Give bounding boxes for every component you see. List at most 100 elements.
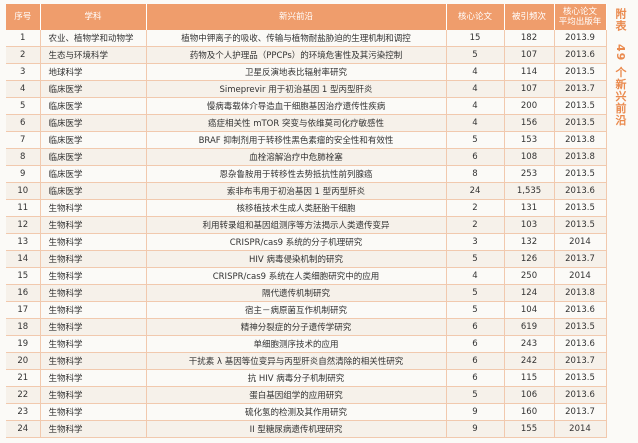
table-cell: 2013.9 xyxy=(554,30,607,47)
table-cell: BRAF 抑制剂用于转移性黑色素瘤的安全性和有效性 xyxy=(146,131,447,149)
table-row: 14 生物科学 HIV 病毒侵染机制的研究 5 126 2013.7 xyxy=(6,250,607,268)
table-cell: 药物及个人护理品（PPCPs）的环境危害性及其污染控制 xyxy=(146,46,447,64)
table-cell: 21 xyxy=(6,369,41,387)
table-cell: 2013.5 xyxy=(554,318,607,336)
table-cell: 24 xyxy=(446,182,505,200)
table-cell: 250 xyxy=(504,267,555,285)
table-cell: 生态与环境科学 xyxy=(40,46,147,64)
table-cell: 蛋白基因组学的应用研究 xyxy=(146,386,447,404)
table-cell: 2013.7 xyxy=(554,80,607,98)
table-cell: 242 xyxy=(504,352,555,370)
table-cell: 生物科学 xyxy=(40,301,147,319)
table-cell: 2014 xyxy=(554,233,607,251)
table-cell: 生物科学 xyxy=(40,250,147,268)
table-cell: 11 xyxy=(6,199,41,217)
table-cell: 2013.5 xyxy=(554,114,607,132)
table-cell: 临床医学 xyxy=(40,131,147,149)
table-cell: 2 xyxy=(446,216,505,234)
table-cell: 619 xyxy=(504,318,555,336)
table-cell: 131 xyxy=(504,199,555,217)
table-row: 13 生物科学 CRISPR/cas9 系统的分子机理研究 3 132 2014 xyxy=(6,233,607,251)
table-row: 11 生物科学 核移植技术生成人类胚胎干细胞 2 131 2013.5 xyxy=(6,199,607,217)
table-row: 19 生物科学 单细胞测序技术的应用 6 243 2013.6 xyxy=(6,335,607,353)
table-cell: 生物科学 xyxy=(40,369,147,387)
table-cell: 临床医学 xyxy=(40,114,147,132)
table-cell: 2013.5 xyxy=(554,369,607,387)
table-cell: 1 xyxy=(6,30,41,47)
table-row: 24 生物科学 II 型糖尿病遗传机理研究 9 155 2014 xyxy=(6,420,607,438)
table-cell: 156 xyxy=(504,114,555,132)
table-cell: 6 xyxy=(6,114,41,132)
table-cell: 生物科学 xyxy=(40,267,147,285)
table-cell: 200 xyxy=(504,97,555,115)
table-row: 4 临床医学 Simeprevir 用于初治基因 1 型丙型肝炎 4 107 2013.7 xyxy=(6,80,607,98)
table-cell: 恩杂鲁胺用于转移性去势抵抗性前列腺癌 xyxy=(146,165,447,183)
table-cell: 12 xyxy=(6,216,41,234)
table-cell: 生物科学 xyxy=(40,403,147,421)
table-cell: 生物科学 xyxy=(40,199,147,217)
table-cell: CRISPR/cas9 系统在人类细胞研究中的应用 xyxy=(146,267,447,285)
header-cell: 被引频次 xyxy=(504,4,555,30)
table-cell: 15 xyxy=(446,30,505,47)
table-cell: 4 xyxy=(446,267,505,285)
table-cell: 5 xyxy=(6,97,41,115)
table-cell: 5 xyxy=(446,46,505,64)
table-cell: 5 xyxy=(446,301,505,319)
table-cell: 精神分裂症的分子遗传学研究 xyxy=(146,318,447,336)
table-cell: 6 xyxy=(446,318,505,336)
table-cell: 6 xyxy=(446,352,505,370)
table-cell: 153 xyxy=(504,131,555,149)
table-cell: 4 xyxy=(446,97,505,115)
table-cell: 抗 HIV 病毒分子机制研究 xyxy=(146,369,447,387)
table-cell: 16 xyxy=(6,284,41,302)
table-cell: 4 xyxy=(446,63,505,81)
table-cell: 6 xyxy=(446,335,505,353)
table-cell: 利用转录组和基因组测序等方法揭示人类遗传变异 xyxy=(146,216,447,234)
table-row: 21 生物科学抗 HIV 病毒分子机制研究 6 115 2013.5 xyxy=(6,369,607,387)
table-cell: 2013.5 xyxy=(554,63,607,81)
table-cell: 104 xyxy=(504,301,555,319)
header-row: 序号 学科 新兴前沿 核心论文 被引频次 核心论文 平均出版年 xyxy=(6,4,607,30)
table-cell: 2013.8 xyxy=(554,284,607,302)
table-cell: 临床医学 xyxy=(40,97,147,115)
table-cell: 2013.5 xyxy=(554,199,607,217)
table-cell: 血栓溶解治疗中危肺栓塞 xyxy=(146,148,447,166)
table-cell: 13 xyxy=(6,233,41,251)
table-cell: 132 xyxy=(504,233,555,251)
header-cell: 核心论文 xyxy=(446,4,505,30)
table-cell: 23 xyxy=(6,403,41,421)
frontier-table: 序号 学科 新兴前沿 核心论文 被引频次 核心论文 平均出版年 1 农业、植物学和动物学 植物… xyxy=(6,4,607,438)
table-row: 12 生物科学 利用转录组和基因组测序等方法揭示人类遗传变异 2 103 2013.5 xyxy=(6,216,607,234)
table-cell: 124 xyxy=(504,284,555,302)
table-cell: CRISPR/cas9 系统的分子机理研究 xyxy=(146,233,447,251)
table-cell: 2013.5 xyxy=(554,165,607,183)
table-cell: 20 xyxy=(6,352,41,370)
table-cell: 索非布韦用于初治基因 1 型丙型肝炎 xyxy=(146,182,447,200)
table-row: 10 临床医学 索非布韦用于初治基因 1 型丙型肝炎 24 1,535 2013.6 xyxy=(6,182,607,200)
table-cell: 2013.6 xyxy=(554,386,607,404)
table-cell: 19 xyxy=(6,335,41,353)
table-cell: 2013.7 xyxy=(554,403,607,421)
table-cell: 106 xyxy=(504,386,555,404)
table-row: 15 生物科学 CRISPR/cas9 系统在人类细胞研究中的应用 4 250 2014 xyxy=(6,267,607,285)
table-cell: 4 xyxy=(446,80,505,98)
table-cell: 24 xyxy=(6,420,41,438)
table-cell: 17 xyxy=(6,301,41,319)
table-cell: 1,535 xyxy=(504,182,555,200)
table-cell: 243 xyxy=(504,335,555,353)
table-row: 9 临床医学 恩杂鲁胺用于转移性去势抵抗性前列腺癌 8 253 2013.5 xyxy=(6,165,607,183)
table-row: 7 临床医学 BRAF 抑制剂用于转移性黑色素瘤的安全性和有效性 5 153 2013.8 xyxy=(6,131,607,149)
table-cell: 卫星反演地表比辐射率研究 xyxy=(146,63,447,81)
table-row: 18 生物科学 精神分裂症的分子遗传学研究 6 619 2013.5 xyxy=(6,318,607,336)
table-cell: 隔代遗传机制研究 xyxy=(146,284,447,302)
table-cell: 2 xyxy=(6,46,41,64)
table-cell: 2013.7 xyxy=(554,352,607,370)
table-cell: 生物科学 xyxy=(40,233,147,251)
table-cell: HIV 病毒侵染机制的研究 xyxy=(146,250,447,268)
table-cell: 2014 xyxy=(554,267,607,285)
table-cell: 宿主－病原菌互作机制研究 xyxy=(146,301,447,319)
table-cell: 2 xyxy=(446,199,505,217)
table-cell: 8 xyxy=(446,165,505,183)
table-cell: 107 xyxy=(504,46,555,64)
table-cell: 6 xyxy=(446,148,505,166)
